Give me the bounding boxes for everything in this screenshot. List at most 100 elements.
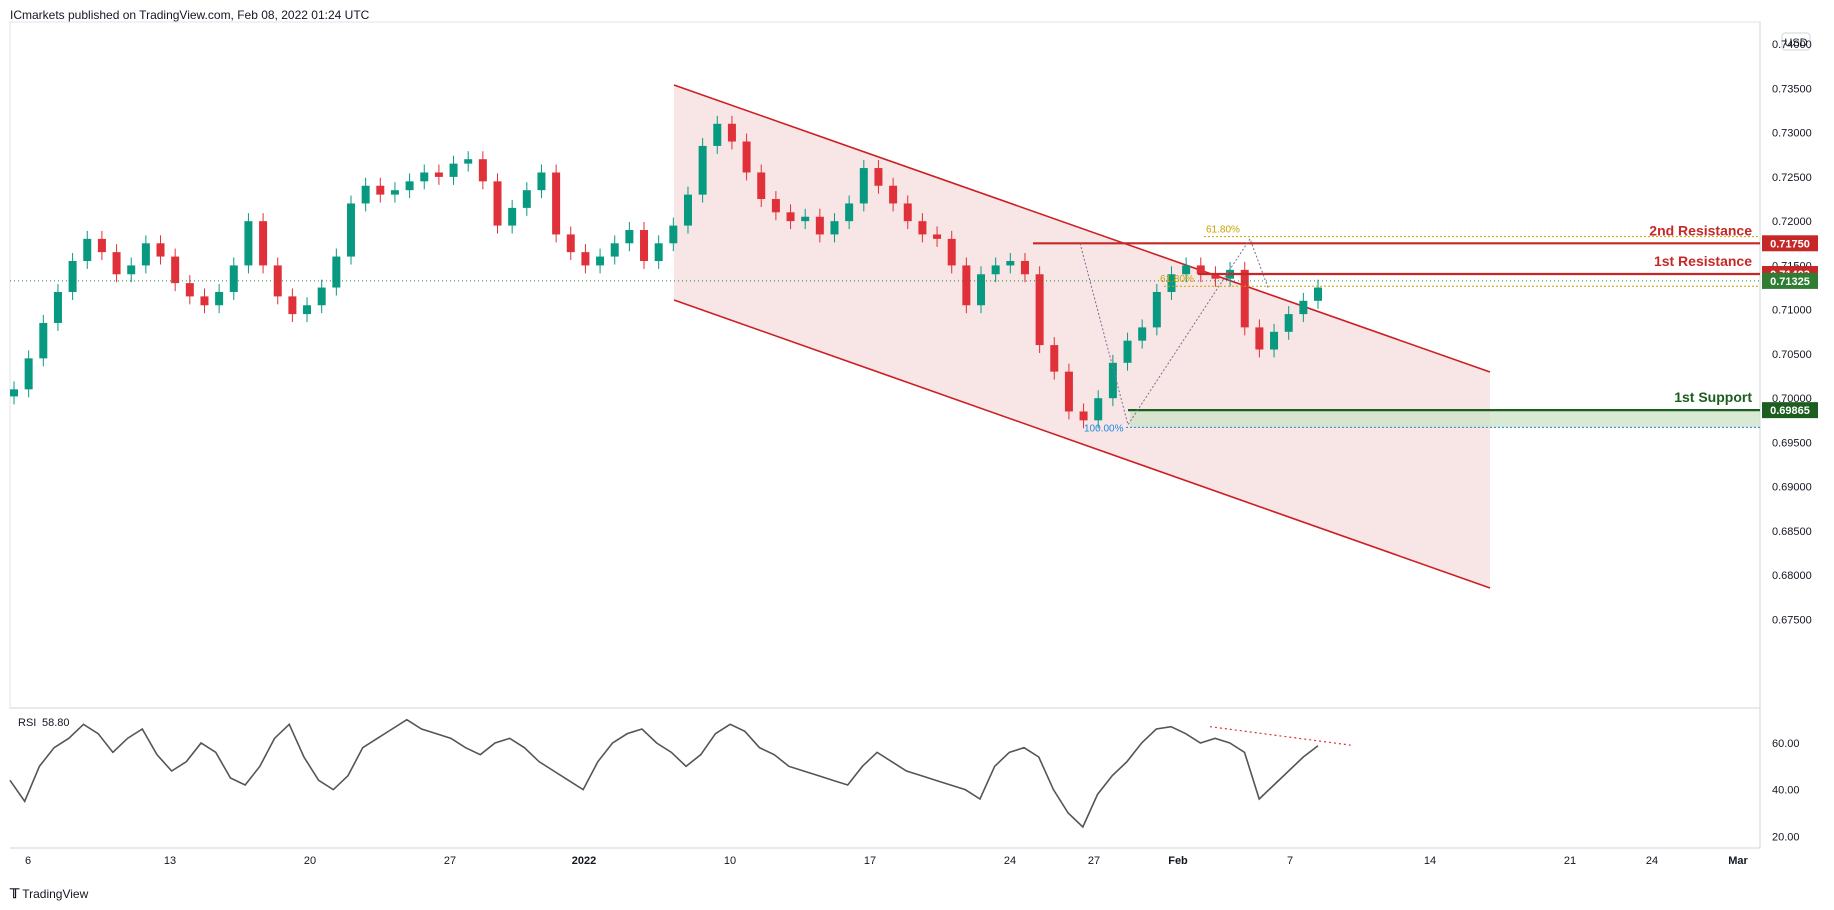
time-tick-label: Mar (1728, 855, 1748, 867)
candle-body (229, 265, 238, 292)
candle-body (1079, 411, 1088, 421)
price-tick-label: 0.70500 (1772, 349, 1812, 361)
time-tick-label: 13 (164, 855, 176, 867)
candle-body (991, 265, 1000, 275)
price-tick-label: 0.68500 (1772, 526, 1812, 538)
candle-body (53, 291, 62, 323)
candle-body (171, 256, 180, 284)
price-tick-label: 0.67500 (1772, 614, 1812, 626)
candle-body (1314, 287, 1322, 301)
time-tick-label: 21 (1564, 855, 1576, 867)
candle-body (449, 163, 458, 177)
candle-body (801, 216, 810, 222)
level-label: 2nd Resistance (1649, 222, 1752, 238)
rsi-divergence-line (1209, 726, 1353, 746)
candle-body (215, 291, 224, 306)
candle-body (317, 287, 326, 306)
candle-body (596, 256, 605, 266)
candle-body (815, 216, 824, 235)
rsi-title: RSI (18, 717, 36, 729)
pattern-path (1079, 237, 1269, 426)
footer-brand[interactable]: TradingView (22, 887, 89, 901)
rsi-tick-label: 40.00 (1772, 785, 1800, 797)
price-tick-label: 0.69000 (1772, 482, 1812, 494)
candle-body (1020, 260, 1029, 275)
candle-body (727, 123, 736, 142)
time-tick-label: 24 (1646, 855, 1658, 867)
candle-body (640, 230, 649, 261)
tradingview-logo-icon[interactable]: 𝕋 (10, 886, 19, 901)
candle-body (903, 203, 912, 222)
candle-body (1006, 260, 1015, 266)
rsi-value-label: 58.80 (42, 717, 70, 729)
grid-layer (9, 21, 1761, 849)
candle-body (83, 238, 92, 261)
level-price-box (1762, 235, 1818, 252)
channel-lower-line (673, 299, 1491, 589)
overlays-layer: 2nd Resistance 1st Resistance 1st Support 6… (10, 222, 1760, 434)
candle-body (185, 283, 194, 297)
footer: 𝕋 TradingView (10, 886, 88, 902)
candle-body (376, 185, 385, 195)
candle-body (508, 207, 517, 226)
candle-body (552, 172, 561, 235)
candle-body (786, 212, 795, 222)
time-tick-label: 27 (1088, 855, 1100, 867)
candle-body (698, 145, 707, 195)
candle-body (332, 256, 341, 288)
time-tick-label: Feb (1168, 855, 1188, 867)
candle-body (112, 252, 121, 275)
candle-body (1211, 274, 1220, 279)
fib-label: 61.80% (1160, 274, 1194, 285)
candle-body (654, 243, 663, 261)
last-price-box (1762, 272, 1818, 289)
candle-body (933, 234, 942, 239)
price-tick-label: 0.69500 (1772, 437, 1812, 449)
channel-upper-line (673, 84, 1491, 373)
price-tick-label: 0.73500 (1772, 83, 1812, 95)
candle-body (962, 265, 971, 306)
time-tick-label: 17 (864, 855, 876, 867)
candle-body (889, 185, 898, 204)
candle-body (200, 296, 209, 306)
candle-body (1035, 274, 1044, 346)
candle-body (1138, 327, 1147, 341)
candle-body (361, 185, 370, 204)
channel-fill (674, 85, 1490, 588)
candle-body (259, 221, 268, 266)
price-tick-label: 0.72500 (1772, 172, 1812, 184)
currency-label: USD (1784, 37, 1807, 49)
time-tick-label: 7 (1287, 855, 1293, 867)
candle-body (1299, 300, 1308, 315)
candle-body (610, 243, 619, 257)
candle-body (10, 389, 18, 397)
time-tick-label: 10 (724, 855, 736, 867)
candle-body (977, 274, 986, 306)
candle-body (522, 190, 531, 208)
level-price-text: 0.71750 (1770, 238, 1810, 250)
candle-body (127, 265, 136, 275)
candle-body (97, 238, 106, 253)
support-zone (1130, 410, 1760, 428)
time-axis: 6 13 20 27 2022 10 17 24 27 Feb 7 14 21 24 Mar (25, 855, 1749, 867)
candle-body (1050, 345, 1059, 372)
candle-body (1270, 331, 1279, 350)
candle-body (1094, 398, 1103, 421)
price-tick-label: 0.73000 (1772, 128, 1812, 140)
candle-body (405, 181, 414, 191)
candle-body (537, 172, 546, 191)
candle-body (1284, 314, 1293, 332)
candle-body (874, 168, 883, 186)
time-tick-label: 14 (1424, 855, 1436, 867)
currency-box (1781, 32, 1811, 51)
candle-body (434, 172, 443, 177)
candle-body (713, 123, 722, 146)
time-tick-label: 2022 (572, 855, 596, 867)
last-price-text: 0.71325 (1770, 276, 1810, 288)
candle-body (346, 203, 355, 257)
candle-body (478, 159, 487, 182)
candle-body (625, 230, 634, 244)
candle-body (244, 221, 253, 266)
candle-body (581, 252, 590, 266)
